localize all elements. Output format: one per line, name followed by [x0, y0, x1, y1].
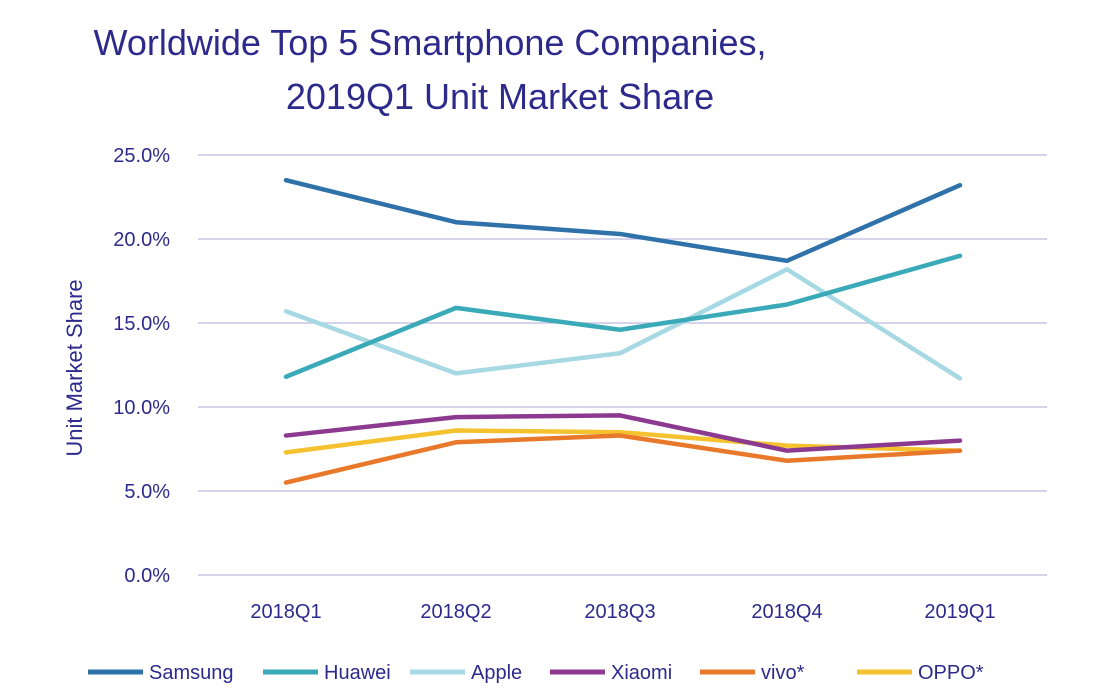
y-tick-label: 5.0%: [124, 481, 170, 503]
legend-label: Apple: [471, 662, 522, 684]
y-tick-label: 0.0%: [124, 565, 170, 587]
x-tick-label: 2019Q1: [924, 601, 995, 623]
y-axis-label: Unit Market Share: [62, 279, 87, 456]
legend-label: Huawei: [324, 662, 391, 684]
y-tick-label: 15.0%: [113, 313, 170, 335]
legend-label: vivo*: [761, 662, 805, 684]
series-line-vivo: [283, 433, 963, 485]
series-line-oppo: [283, 428, 963, 455]
x-tick-label: 2018Q4: [751, 601, 822, 623]
series-line-samsung: [283, 177, 963, 264]
y-tick-label: 10.0%: [113, 397, 170, 419]
series-line-xiaomi: [283, 413, 963, 453]
x-tick-label: 2018Q1: [250, 601, 321, 623]
chart-title-line1: Worldwide Top 5 Smartphone Companies,: [93, 22, 767, 63]
legend-label: OPPO*: [918, 662, 984, 684]
legend-label: Xiaomi: [611, 662, 672, 684]
series-line-huawei: [283, 253, 963, 380]
series-line-apple: [283, 266, 963, 381]
x-tick-label: 2018Q2: [420, 601, 491, 623]
legend-label: Samsung: [149, 662, 234, 684]
y-tick-label: 20.0%: [113, 229, 170, 251]
chart-title-line2: 2019Q1 Unit Market Share: [285, 76, 715, 117]
x-tick-label: 2018Q3: [584, 601, 655, 623]
y-tick-label: 25.0%: [113, 145, 170, 167]
